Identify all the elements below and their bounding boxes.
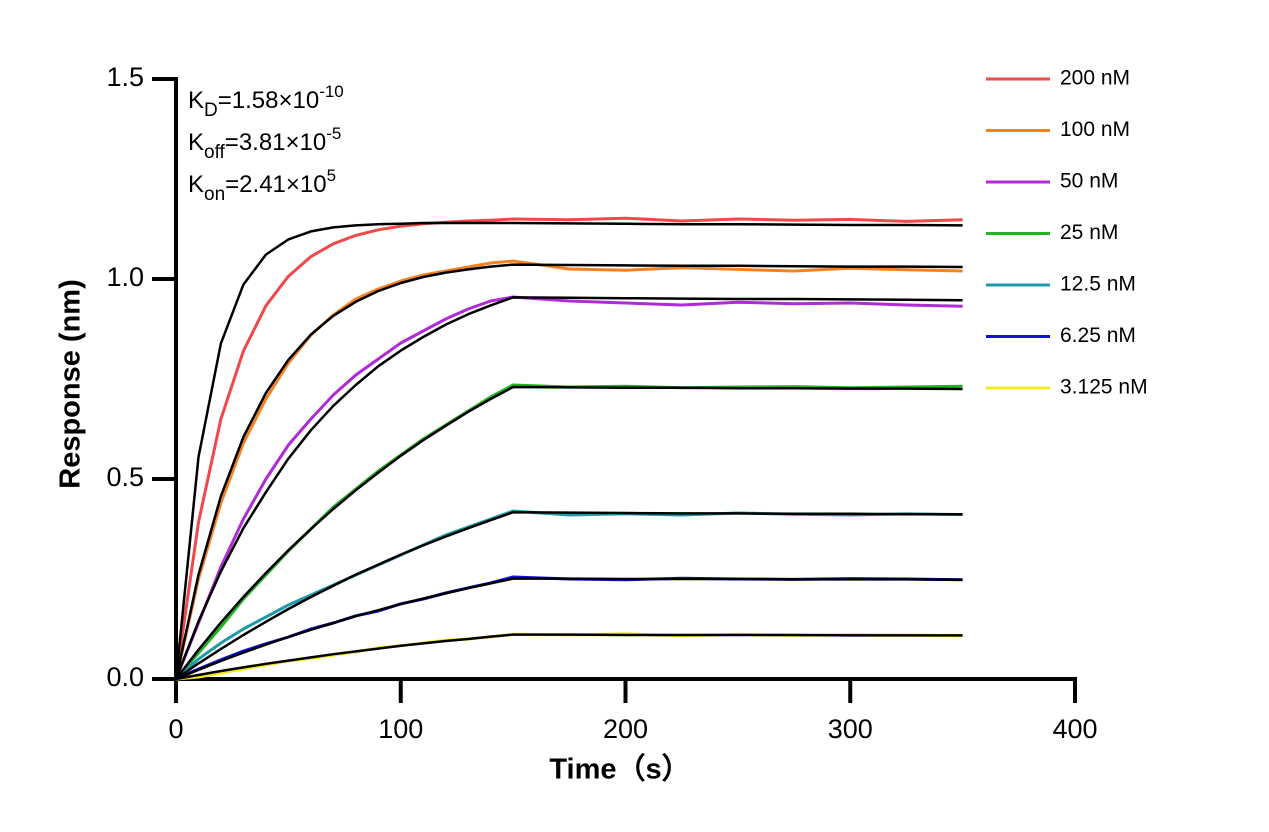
- annotation-symbol: K: [188, 171, 204, 198]
- fit-line: [174, 263, 963, 680]
- legend-label: 25 nM: [1060, 221, 1118, 244]
- annotation-symbol: K: [188, 129, 204, 156]
- annotation-text: =1.58×10: [218, 87, 319, 114]
- fit-line: [174, 296, 963, 680]
- annotation: Koff=3.81×10-5: [188, 124, 341, 163]
- data-line: [174, 295, 963, 680]
- annotation-symbol: K: [188, 87, 204, 114]
- y-tick-label: 0.0: [106, 662, 144, 692]
- annotation: KD=1.58×10-10: [188, 82, 344, 121]
- annotation-subscript: D: [204, 100, 218, 121]
- x-tick-label: 300: [828, 714, 873, 744]
- y-axis-title: Response (nm): [55, 279, 87, 488]
- x-axis-title: Time（s）: [549, 753, 690, 786]
- legend-label: 50 nM: [1060, 170, 1118, 193]
- annotation-superscript: 5: [327, 166, 336, 185]
- y-tick-label: 1.0: [106, 262, 144, 292]
- fit-line: [175, 633, 963, 681]
- data-line: [175, 509, 963, 681]
- legend-label: 200 nM: [1060, 67, 1130, 90]
- x-tick-label: 400: [1052, 714, 1097, 744]
- data-line: [175, 575, 963, 681]
- fit-line: [174, 221, 963, 680]
- data-line: [175, 632, 963, 681]
- legend-label: 3.125 nM: [1060, 376, 1148, 399]
- legend-label: 100 nM: [1060, 118, 1130, 141]
- annotation-subscript: off: [204, 142, 226, 163]
- fit-line: [175, 510, 963, 681]
- data-line: [174, 216, 963, 680]
- annotation-text: =3.81×10: [225, 129, 326, 156]
- legend-label: 12.5 nM: [1060, 273, 1136, 296]
- x-tick-label: 200: [603, 714, 648, 744]
- x-tick-label: 0: [168, 714, 183, 744]
- y-tick-label: 1.5: [106, 62, 144, 92]
- fit-line: [175, 577, 963, 681]
- annotation-superscript: -10: [319, 82, 344, 101]
- annotation-superscript: -5: [326, 124, 341, 143]
- annotation: Kon=2.41×105: [188, 166, 336, 205]
- x-tick-label: 100: [378, 714, 423, 744]
- data-line: [174, 259, 963, 680]
- fit-line: [175, 385, 963, 680]
- legend-label: 6.25 nM: [1060, 324, 1136, 347]
- annotation-subscript: on: [204, 184, 225, 205]
- y-tick-label: 0.5: [106, 462, 144, 492]
- annotation-text: =2.41×10: [225, 171, 326, 198]
